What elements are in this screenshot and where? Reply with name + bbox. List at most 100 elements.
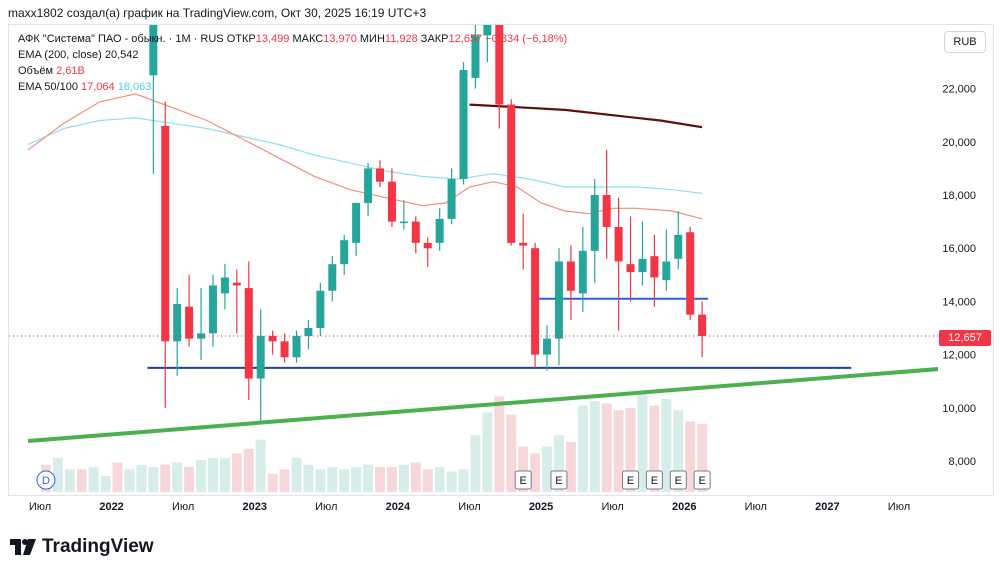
candle-body	[280, 341, 289, 358]
legend-close: 12,657	[448, 33, 483, 45]
x-tick-label: Июл	[315, 501, 337, 513]
volume-bar	[196, 460, 207, 492]
volume-bar	[422, 469, 433, 492]
trend-line	[27, 367, 938, 444]
legend-ema200-label[interactable]: EMA (200, close)	[18, 49, 102, 61]
x-tick-label: 2025	[529, 501, 553, 513]
volume-bar	[363, 464, 374, 492]
dividend-marker	[36, 470, 56, 490]
candle-body	[686, 232, 695, 315]
volume-bar	[279, 469, 290, 492]
earnings-marker-label: E	[698, 475, 705, 487]
candle-body	[208, 285, 217, 334]
legend-ema50100-label[interactable]: EMA 50/100	[18, 81, 78, 93]
earnings-marker-label: E	[627, 475, 634, 487]
candle-body	[554, 261, 563, 339]
volume-bar	[255, 439, 266, 492]
volume-bar	[494, 396, 505, 492]
volume-bar	[267, 473, 278, 492]
volume-bar	[386, 467, 397, 492]
y-tick-label: 8,000	[948, 456, 976, 468]
volume-bar	[184, 467, 195, 492]
x-tick-label: 2026	[672, 501, 696, 513]
brand-name: TradingView	[42, 536, 154, 557]
tradingview-brand[interactable]: TradingView	[10, 536, 154, 558]
chart-header: maxx1802 создал(а) график на TradingView…	[8, 6, 427, 20]
candle-body	[566, 261, 575, 291]
legend-volume-label[interactable]: Объём	[18, 65, 54, 77]
candle-body	[602, 195, 611, 227]
volume-bar	[637, 392, 648, 492]
earnings-marker-label: E	[519, 475, 526, 487]
candle-body	[638, 258, 647, 273]
candle-body	[531, 248, 540, 355]
currency-button[interactable]: RUB	[944, 31, 986, 53]
candle-body	[340, 240, 349, 265]
candle-body	[543, 338, 552, 355]
y-tick-label: 18,000	[942, 190, 976, 202]
earnings-marker-label: E	[651, 475, 658, 487]
volume-bar	[243, 448, 254, 492]
earnings-marker	[622, 470, 640, 490]
legend-open-label: ОТКР	[226, 33, 256, 45]
volume-bar	[553, 435, 564, 492]
candle-body	[650, 256, 659, 278]
volume-bar	[351, 467, 362, 492]
y-tick-label: 12,000	[942, 350, 976, 362]
volume-bar	[76, 469, 87, 492]
volume-bar	[112, 462, 123, 492]
candle-body	[376, 168, 385, 182]
volume-bar	[661, 398, 672, 492]
x-tick-label: Июл	[888, 501, 910, 513]
candle-body	[185, 306, 194, 339]
candle-body	[590, 195, 599, 251]
candle-body	[304, 328, 313, 336]
candle-body	[495, 25, 504, 105]
x-tick-label: Июл	[172, 501, 194, 513]
volume-bar	[148, 467, 159, 492]
volume-bar	[327, 467, 338, 492]
x-tick-label: 2027	[815, 501, 839, 513]
candle-body	[387, 181, 396, 222]
dividend-marker-label: D	[42, 475, 50, 487]
volume-bar	[375, 467, 386, 492]
volume-bar	[434, 467, 445, 492]
volume-bar	[52, 457, 63, 492]
legend-volume: 2,61B	[56, 65, 85, 77]
candle-body	[674, 234, 683, 259]
legend-high-label: МАКС	[292, 33, 324, 45]
earnings-marker-label: E	[675, 475, 682, 487]
candle-body	[471, 35, 480, 78]
x-tick-label: 2022	[99, 501, 123, 513]
volume-bar	[625, 407, 636, 492]
x-tick-label: 2023	[242, 501, 266, 513]
volume-bar	[565, 442, 576, 492]
candle-body	[614, 226, 623, 262]
earnings-marker-label: E	[555, 475, 562, 487]
volume-bar	[124, 469, 135, 492]
candle-body	[364, 168, 373, 203]
earnings-marker	[669, 470, 687, 490]
candle-body	[662, 261, 671, 281]
x-tick-label: Июл	[745, 501, 767, 513]
volume-bar	[530, 453, 541, 492]
ema200-line	[469, 103, 703, 129]
candle-body	[698, 314, 707, 336]
legend-close-label: ЗАКР	[420, 33, 449, 45]
x-tick-label: Июл	[458, 501, 480, 513]
chart-frame	[8, 24, 994, 496]
candle-body	[507, 104, 516, 243]
candle-body	[173, 304, 182, 342]
volume-bar	[673, 410, 684, 492]
candle-body	[268, 335, 277, 342]
volume-bar	[88, 467, 99, 492]
candle-body	[352, 202, 361, 243]
volume-bar	[577, 405, 588, 492]
legend-change: −0,834 (−6,18%)	[485, 33, 568, 45]
volume-bar	[219, 457, 230, 492]
volume-bar	[291, 457, 302, 492]
candle-body	[411, 221, 420, 243]
legend-symbol[interactable]: АФК "Система" ПАО - обыкн. · 1М · RUS	[18, 33, 224, 45]
